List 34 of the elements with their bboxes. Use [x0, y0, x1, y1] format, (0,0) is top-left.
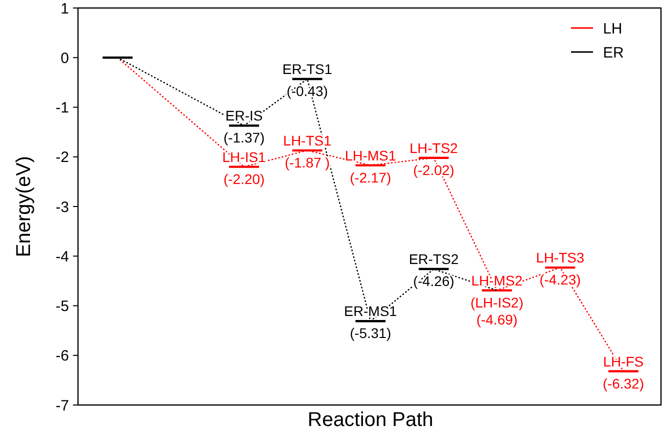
y-tick-label: -2 [56, 149, 69, 166]
data-label: (-1.37) [223, 130, 265, 146]
annotation: ER-TS2 [408, 251, 459, 268]
annotation: LH-IS1 [222, 148, 266, 165]
data-label: (-4.69) [476, 311, 518, 328]
data-label: (-4.26) [413, 273, 454, 290]
data-label: (-0.43) [286, 82, 328, 99]
y-tick-label: -3 [56, 198, 69, 216]
annotation: LH-MS1 [344, 147, 396, 164]
data-label: (-2.17) [350, 169, 392, 186]
data-label: (-5.31) [350, 325, 392, 342]
y-tick-label: -5 [56, 298, 69, 315]
y-tick-label: 1 [60, 0, 69, 18]
y-axis-title: Energy(eV) [13, 156, 35, 258]
annotation: ER-TS1 [282, 60, 332, 77]
y-tick-label: -4 [56, 248, 69, 266]
data-label: (-1.87 ) [284, 154, 330, 170]
data-label: (-2.20) [223, 170, 265, 187]
annotation: LH-TS2 [410, 140, 458, 156]
legend-label: LH [603, 20, 622, 38]
data-label: (-2.02) [413, 162, 454, 178]
legend-label: ER [603, 44, 624, 62]
annotation: LH-TS3 [536, 250, 584, 266]
data-label: (-4.23) [540, 272, 581, 288]
annotation: ER-IS [225, 108, 263, 124]
x-axis-title: Reaction Path [308, 409, 434, 431]
y-tick-label: -7 [56, 397, 69, 414]
y-tick-label: -6 [56, 348, 69, 365]
y-tick-label: 0 [60, 50, 69, 67]
annotation: LH-FS [603, 353, 644, 370]
data-label: (-6.32) [602, 375, 644, 392]
y-tick-label: -1 [56, 100, 69, 116]
annotation: LH-TS1 [283, 132, 332, 148]
annotation: LH-MS2 (LH-IS2) [470, 272, 524, 310]
